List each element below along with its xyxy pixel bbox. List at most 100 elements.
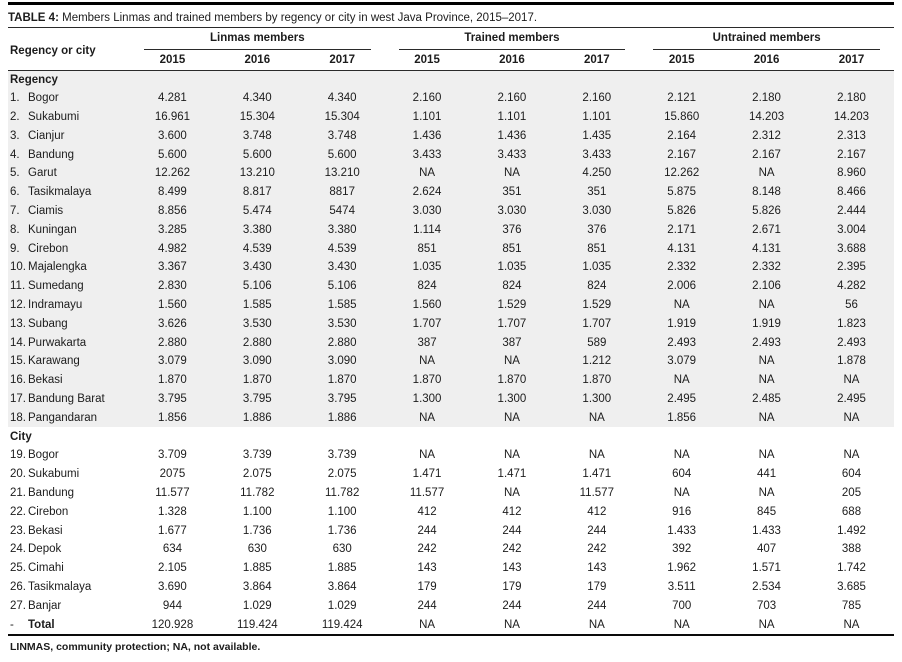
value-cell: 1.300 <box>554 389 640 409</box>
table-row: 6. Tasikmalaya 8.499 8.817 8817 2.624 351 351 5.… <box>8 182 894 202</box>
value-cell: 2.444 <box>809 201 894 221</box>
value-cell: 119.424 <box>236 618 278 631</box>
row-number: 14. <box>10 336 26 349</box>
value-cell: 2.167 <box>724 145 809 164</box>
value-cell: 15.860 <box>639 107 725 127</box>
value-cell: NA <box>588 449 605 462</box>
value-cell: 14.203 <box>724 107 809 127</box>
table-row: 17. Bandung Barat 3.795 3.795 3.795 1.300 1.30… <box>8 389 894 409</box>
value-cell: 1.035 <box>554 257 640 277</box>
year-header: 2016 <box>499 53 525 66</box>
row-name: Pangandaran <box>28 411 98 424</box>
year-header: 2016 <box>753 53 780 66</box>
value-cell: 242 <box>502 543 522 556</box>
table-body: Regency 1. Bogor 4.281 4.340 4.340 2.160 2.160 2… <box>8 70 894 635</box>
value-cell: 3.380 <box>299 220 385 240</box>
table-row: 22. Cirebon 1.328 1.100 1.100 412 412 412 916 845… <box>8 502 894 521</box>
value-cell: 5.600 <box>299 145 385 164</box>
value-cell: 630 <box>247 543 267 556</box>
value-cell: 387 <box>384 333 470 352</box>
value-cell: 244 <box>587 599 607 612</box>
value-cell: 851 <box>469 239 555 258</box>
table-row: 5. Garut 12.262 13.210 13.210 NA NA 4.250 12.262… <box>8 163 894 183</box>
row-number: 13. <box>10 317 26 330</box>
row-number: 12. <box>10 298 26 311</box>
value-cell: 244 <box>587 524 607 537</box>
value-cell: 15.304 <box>214 107 300 127</box>
value-cell: 1.878 <box>809 351 894 371</box>
value-cell: 244 <box>417 599 437 612</box>
row-name: Garut <box>28 167 57 180</box>
value-cell: 4.340 <box>214 88 300 108</box>
row-number: 7. <box>10 204 20 217</box>
year-header: 2017 <box>838 53 865 66</box>
value-cell: 3.511 <box>667 580 696 593</box>
value-cell: 1.585 <box>299 295 385 315</box>
value-cell: 8.856 <box>130 201 215 221</box>
value-cell: 3.079 <box>639 351 725 371</box>
section-header-row: City <box>8 427 894 446</box>
row-label-cell: 4. Bandung <box>8 145 130 164</box>
value-cell: 376 <box>469 220 555 240</box>
value-cell: 4.250 <box>554 163 640 183</box>
value-cell: NA <box>724 163 809 183</box>
row-number: 10. <box>10 261 26 274</box>
value-cell: 16.961 <box>130 107 215 127</box>
row-label-cell: 22. Cirebon <box>8 502 130 521</box>
table-row: 1. Bogor 4.281 4.340 4.340 2.160 2.160 2.160 2.1… <box>8 88 894 108</box>
value-cell: 5.600 <box>130 145 215 164</box>
data-table: Regency or city Linmas members Trained m… <box>8 28 894 637</box>
value-cell: 1.100 <box>327 505 357 518</box>
value-cell: 5474 <box>299 201 385 221</box>
value-cell: 2.105 <box>158 562 187 575</box>
value-cell: NA <box>843 449 860 462</box>
row-label-cell: 10. Majalengka <box>8 257 130 277</box>
row-number: 16. <box>10 374 26 387</box>
value-cell: 143 <box>417 562 437 575</box>
value-cell: 244 <box>502 599 522 612</box>
value-cell: NA <box>384 351 470 371</box>
value-cell: NA <box>809 408 894 428</box>
value-cell: 845 <box>756 505 777 518</box>
value-cell: 1.328 <box>158 505 187 518</box>
value-cell: 1.100 <box>242 505 272 518</box>
value-cell: 824 <box>384 276 470 296</box>
value-cell: 785 <box>841 599 862 612</box>
row-name: Purwakarta <box>28 336 87 349</box>
value-cell: 5.826 <box>639 201 725 221</box>
value-cell: 1.571 <box>752 562 781 575</box>
group-header-trained-members: Trained members <box>385 28 640 50</box>
value-cell: 2075 <box>159 468 186 481</box>
value-cell: 143 <box>587 562 607 575</box>
value-cell: NA <box>469 351 555 371</box>
row-name: Sukabumi <box>28 110 80 123</box>
value-cell: 1.029 <box>327 599 357 612</box>
value-cell: NA <box>758 449 775 462</box>
table-row: 2. Sukabumi 16.961 15.304 15.304 1.101 1.101 1.… <box>8 107 894 127</box>
value-cell: 1.585 <box>214 295 300 315</box>
group-header-row: Regency or city Linmas members Trained m… <box>8 28 894 57</box>
row-name: Ciamis <box>28 204 64 217</box>
value-cell: NA <box>503 449 520 462</box>
value-cell: 56 <box>809 295 894 315</box>
value-cell: 3.090 <box>214 351 300 371</box>
value-cell: NA <box>384 408 470 428</box>
row-name: Bandung <box>28 148 75 161</box>
value-cell: 1.114 <box>384 220 470 240</box>
table-row: 18. Pangandaran 1.856 1.886 1.886 NA NA NA 1.856… <box>8 408 894 428</box>
value-cell: 3.626 <box>130 314 215 334</box>
value-cell: 1.436 <box>469 126 555 146</box>
value-cell: NA <box>809 370 894 390</box>
value-cell: 412 <box>502 505 522 518</box>
value-cell: 700 <box>672 599 692 612</box>
value-cell: 1.300 <box>384 389 470 409</box>
row-name: Bandung Barat <box>28 392 105 405</box>
value-cell: 3.600 <box>130 126 215 146</box>
value-cell: 2.495 <box>809 389 894 409</box>
table-row: 21. Bandung 11.577 11.782 11.782 11.577 NA 11.5… <box>8 484 894 503</box>
row-name: Sukabumi <box>28 468 80 481</box>
value-cell: 2.106 <box>724 276 809 296</box>
row-name: Bekasi <box>28 524 63 537</box>
value-cell: 1.560 <box>384 295 470 315</box>
value-cell: 3.430 <box>214 257 300 277</box>
